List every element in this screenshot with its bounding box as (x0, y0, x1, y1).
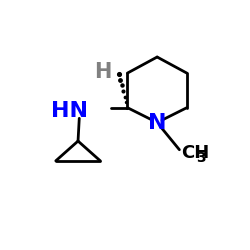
Text: HN: HN (51, 102, 88, 121)
Text: CH: CH (181, 144, 209, 162)
Text: 3: 3 (196, 151, 205, 165)
Text: H: H (94, 62, 112, 82)
Text: N: N (148, 112, 167, 132)
